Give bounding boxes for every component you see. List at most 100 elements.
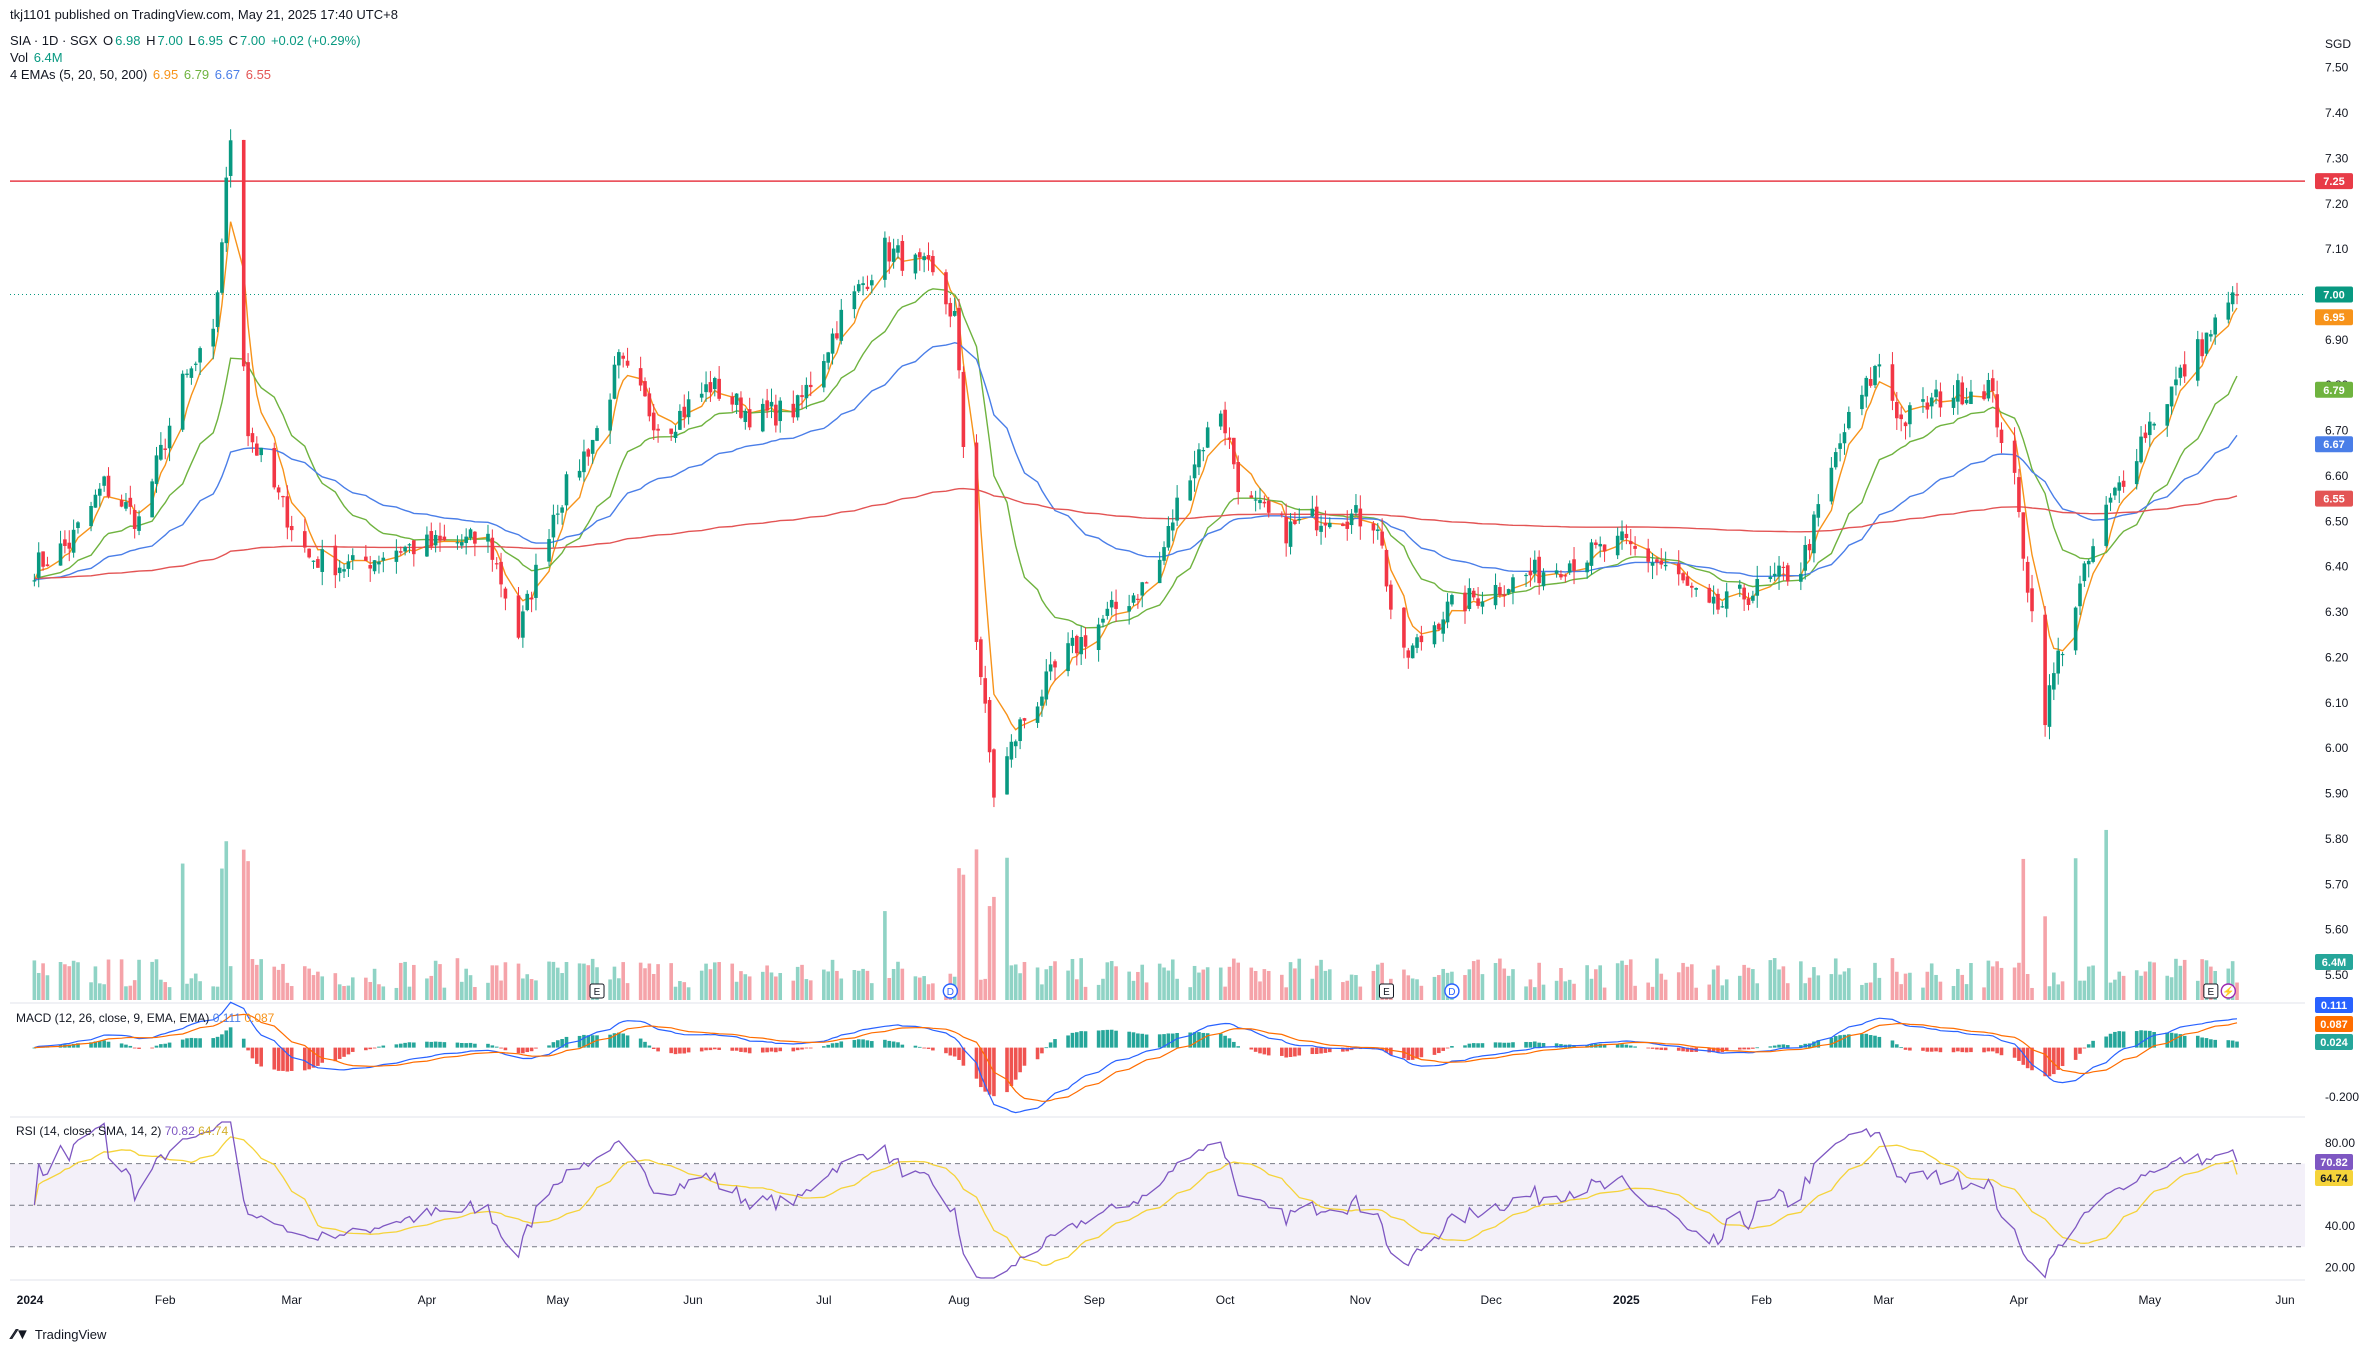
signal-line bbox=[34, 1013, 2238, 1102]
volume-bar bbox=[1131, 980, 1136, 1000]
volume-bar bbox=[1218, 967, 1223, 1000]
candle-body bbox=[1480, 601, 1485, 607]
volume-bar bbox=[1951, 985, 1956, 1000]
candle-body bbox=[2060, 653, 2065, 656]
candle-body bbox=[1541, 572, 1546, 587]
candle-body bbox=[1075, 635, 1079, 654]
volume-bar bbox=[2152, 962, 2156, 1000]
candle-body bbox=[1903, 422, 1908, 427]
candle-body bbox=[917, 252, 922, 258]
candle-body bbox=[1227, 437, 1232, 440]
candle-body bbox=[1450, 595, 1454, 605]
macd-hist-bar bbox=[2082, 1047, 2087, 1049]
volume-bar bbox=[1711, 969, 1716, 1000]
macd-hist-bar bbox=[1511, 1042, 1515, 1048]
candle-body bbox=[2209, 334, 2213, 337]
volume-bar bbox=[1140, 964, 1145, 1000]
macd-hist-bar bbox=[769, 1047, 774, 1052]
volume-bar bbox=[1842, 971, 1847, 1000]
macd-hist-bar bbox=[651, 1047, 656, 1049]
macd-hist-bar bbox=[774, 1047, 778, 1053]
macd-hist-bar bbox=[464, 1043, 468, 1048]
volume-bar bbox=[102, 984, 106, 1000]
candle-body bbox=[215, 292, 220, 328]
candle-body bbox=[2147, 421, 2152, 436]
candle-body bbox=[2073, 607, 2078, 651]
candle-body bbox=[337, 567, 342, 574]
event-marker-label: D bbox=[1448, 987, 1455, 998]
macd-hist-bar bbox=[830, 1043, 835, 1048]
candle-body bbox=[1232, 437, 1236, 465]
volume-bar bbox=[1162, 967, 1166, 1000]
candle-body bbox=[32, 580, 37, 582]
macd-hist-bar bbox=[2200, 1037, 2204, 1048]
volume-bar bbox=[1681, 962, 1685, 1000]
macd-hist-bar bbox=[1746, 1047, 1751, 1050]
candle-body bbox=[712, 378, 717, 390]
macd-hist-bar bbox=[1681, 1047, 1685, 1052]
close-value: 7.00 bbox=[240, 33, 266, 48]
rsi-badge-label: 70.82 bbox=[2320, 1157, 2348, 1169]
candle-body bbox=[891, 248, 896, 262]
volume-bar bbox=[1633, 985, 1637, 1000]
volume-bar bbox=[2117, 971, 2122, 1000]
macd-hist-bar bbox=[1162, 1034, 1166, 1048]
volume-bar bbox=[1467, 969, 1472, 1000]
volume-bar bbox=[159, 979, 163, 1000]
candle-body bbox=[961, 371, 966, 447]
macd-hist-bar bbox=[669, 1047, 673, 1054]
macd-hist-bar bbox=[1467, 1043, 1472, 1048]
price-tick-label: 6.70 bbox=[2325, 424, 2349, 438]
macd-hist-bar bbox=[1419, 1047, 1424, 1058]
candle-body bbox=[2025, 561, 2030, 593]
candle-body bbox=[1009, 741, 1014, 760]
candle-body bbox=[1506, 589, 1511, 594]
candle-body bbox=[1162, 547, 1166, 561]
macd-hist-bar bbox=[1532, 1041, 1537, 1048]
volume-bar bbox=[669, 963, 673, 1000]
candle-body bbox=[1170, 522, 1175, 531]
time-tick-label: May bbox=[546, 1293, 569, 1307]
candle-body bbox=[1389, 584, 1393, 610]
volume-bar bbox=[1310, 978, 1315, 1000]
macd-hist-bar bbox=[625, 1035, 630, 1048]
macd-hist-bar bbox=[1724, 1047, 1729, 1051]
candle-body bbox=[412, 540, 416, 555]
macd-hist-bar bbox=[2174, 1033, 2178, 1048]
macd-hist-bar bbox=[1175, 1032, 1179, 1048]
candle-body bbox=[2021, 512, 2026, 559]
macd-badge-label: 0.111 bbox=[2321, 1000, 2347, 1012]
volume-bar bbox=[957, 868, 961, 1000]
macd-hist-bar bbox=[1960, 1047, 1965, 1053]
candle-body bbox=[1860, 394, 1864, 410]
candle-body bbox=[656, 428, 660, 431]
volume-bar bbox=[1528, 979, 1533, 1000]
rsi-badge bbox=[2315, 1170, 2353, 1186]
candle-body bbox=[577, 470, 582, 478]
volume-bar bbox=[979, 979, 983, 1000]
candle-body bbox=[1650, 562, 1655, 566]
volume-bar bbox=[163, 982, 168, 1000]
volume-bar bbox=[154, 959, 159, 1000]
price-tick-label: 5.50 bbox=[2325, 968, 2349, 982]
volume-bar bbox=[1960, 974, 1965, 1000]
candle-body bbox=[1266, 500, 1271, 513]
volume-bar bbox=[2086, 966, 2091, 1000]
candle-body bbox=[795, 395, 800, 418]
volume-bar bbox=[1890, 958, 1895, 1000]
candle-body bbox=[1532, 559, 1537, 574]
macd-hist-bar bbox=[2195, 1035, 2200, 1048]
price-badge-label: 6.4M bbox=[2322, 957, 2346, 969]
macd-hist-bar bbox=[316, 1047, 320, 1066]
macd-hist-bar bbox=[1157, 1034, 1162, 1048]
volume-bar bbox=[2108, 982, 2113, 1000]
candle-body bbox=[1493, 584, 1498, 606]
volume-bar bbox=[246, 861, 250, 1000]
ema20-value: 6.79 bbox=[183, 67, 210, 82]
macd-hist-bar bbox=[377, 1046, 381, 1048]
volume-bar bbox=[1293, 968, 1297, 1000]
candle-body bbox=[1812, 514, 1816, 554]
volume-bar bbox=[276, 969, 281, 1000]
candle-body bbox=[1594, 542, 1598, 545]
